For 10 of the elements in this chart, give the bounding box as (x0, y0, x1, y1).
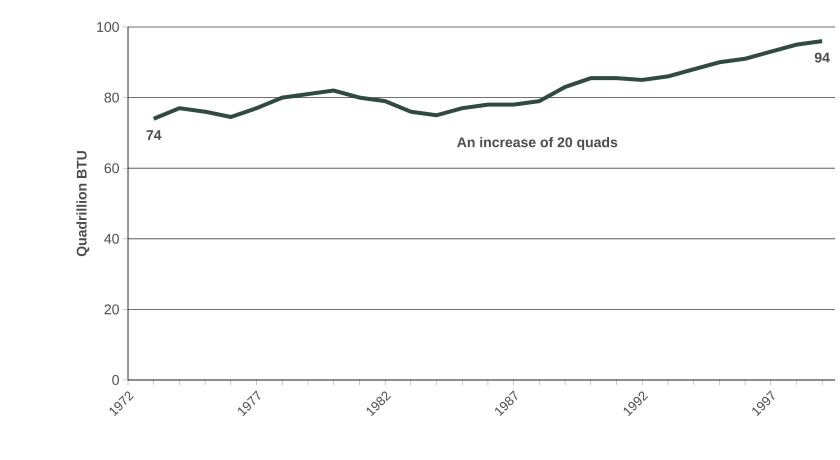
y-tick-label: 100 (97, 22, 119, 32)
y-tick-label: 0 (112, 375, 119, 385)
y-axis-title: Quadrillion BTU (76, 151, 90, 256)
y-tick-label: 20 (104, 304, 119, 314)
annotation: 74 (146, 130, 162, 140)
y-tick-label: 60 (104, 163, 119, 174)
annotation: 94 (814, 52, 830, 63)
annotation: An increase of 20 quads (457, 136, 618, 150)
y-tick-label: 40 (104, 234, 119, 244)
y-tick-label: 80 (104, 92, 119, 103)
